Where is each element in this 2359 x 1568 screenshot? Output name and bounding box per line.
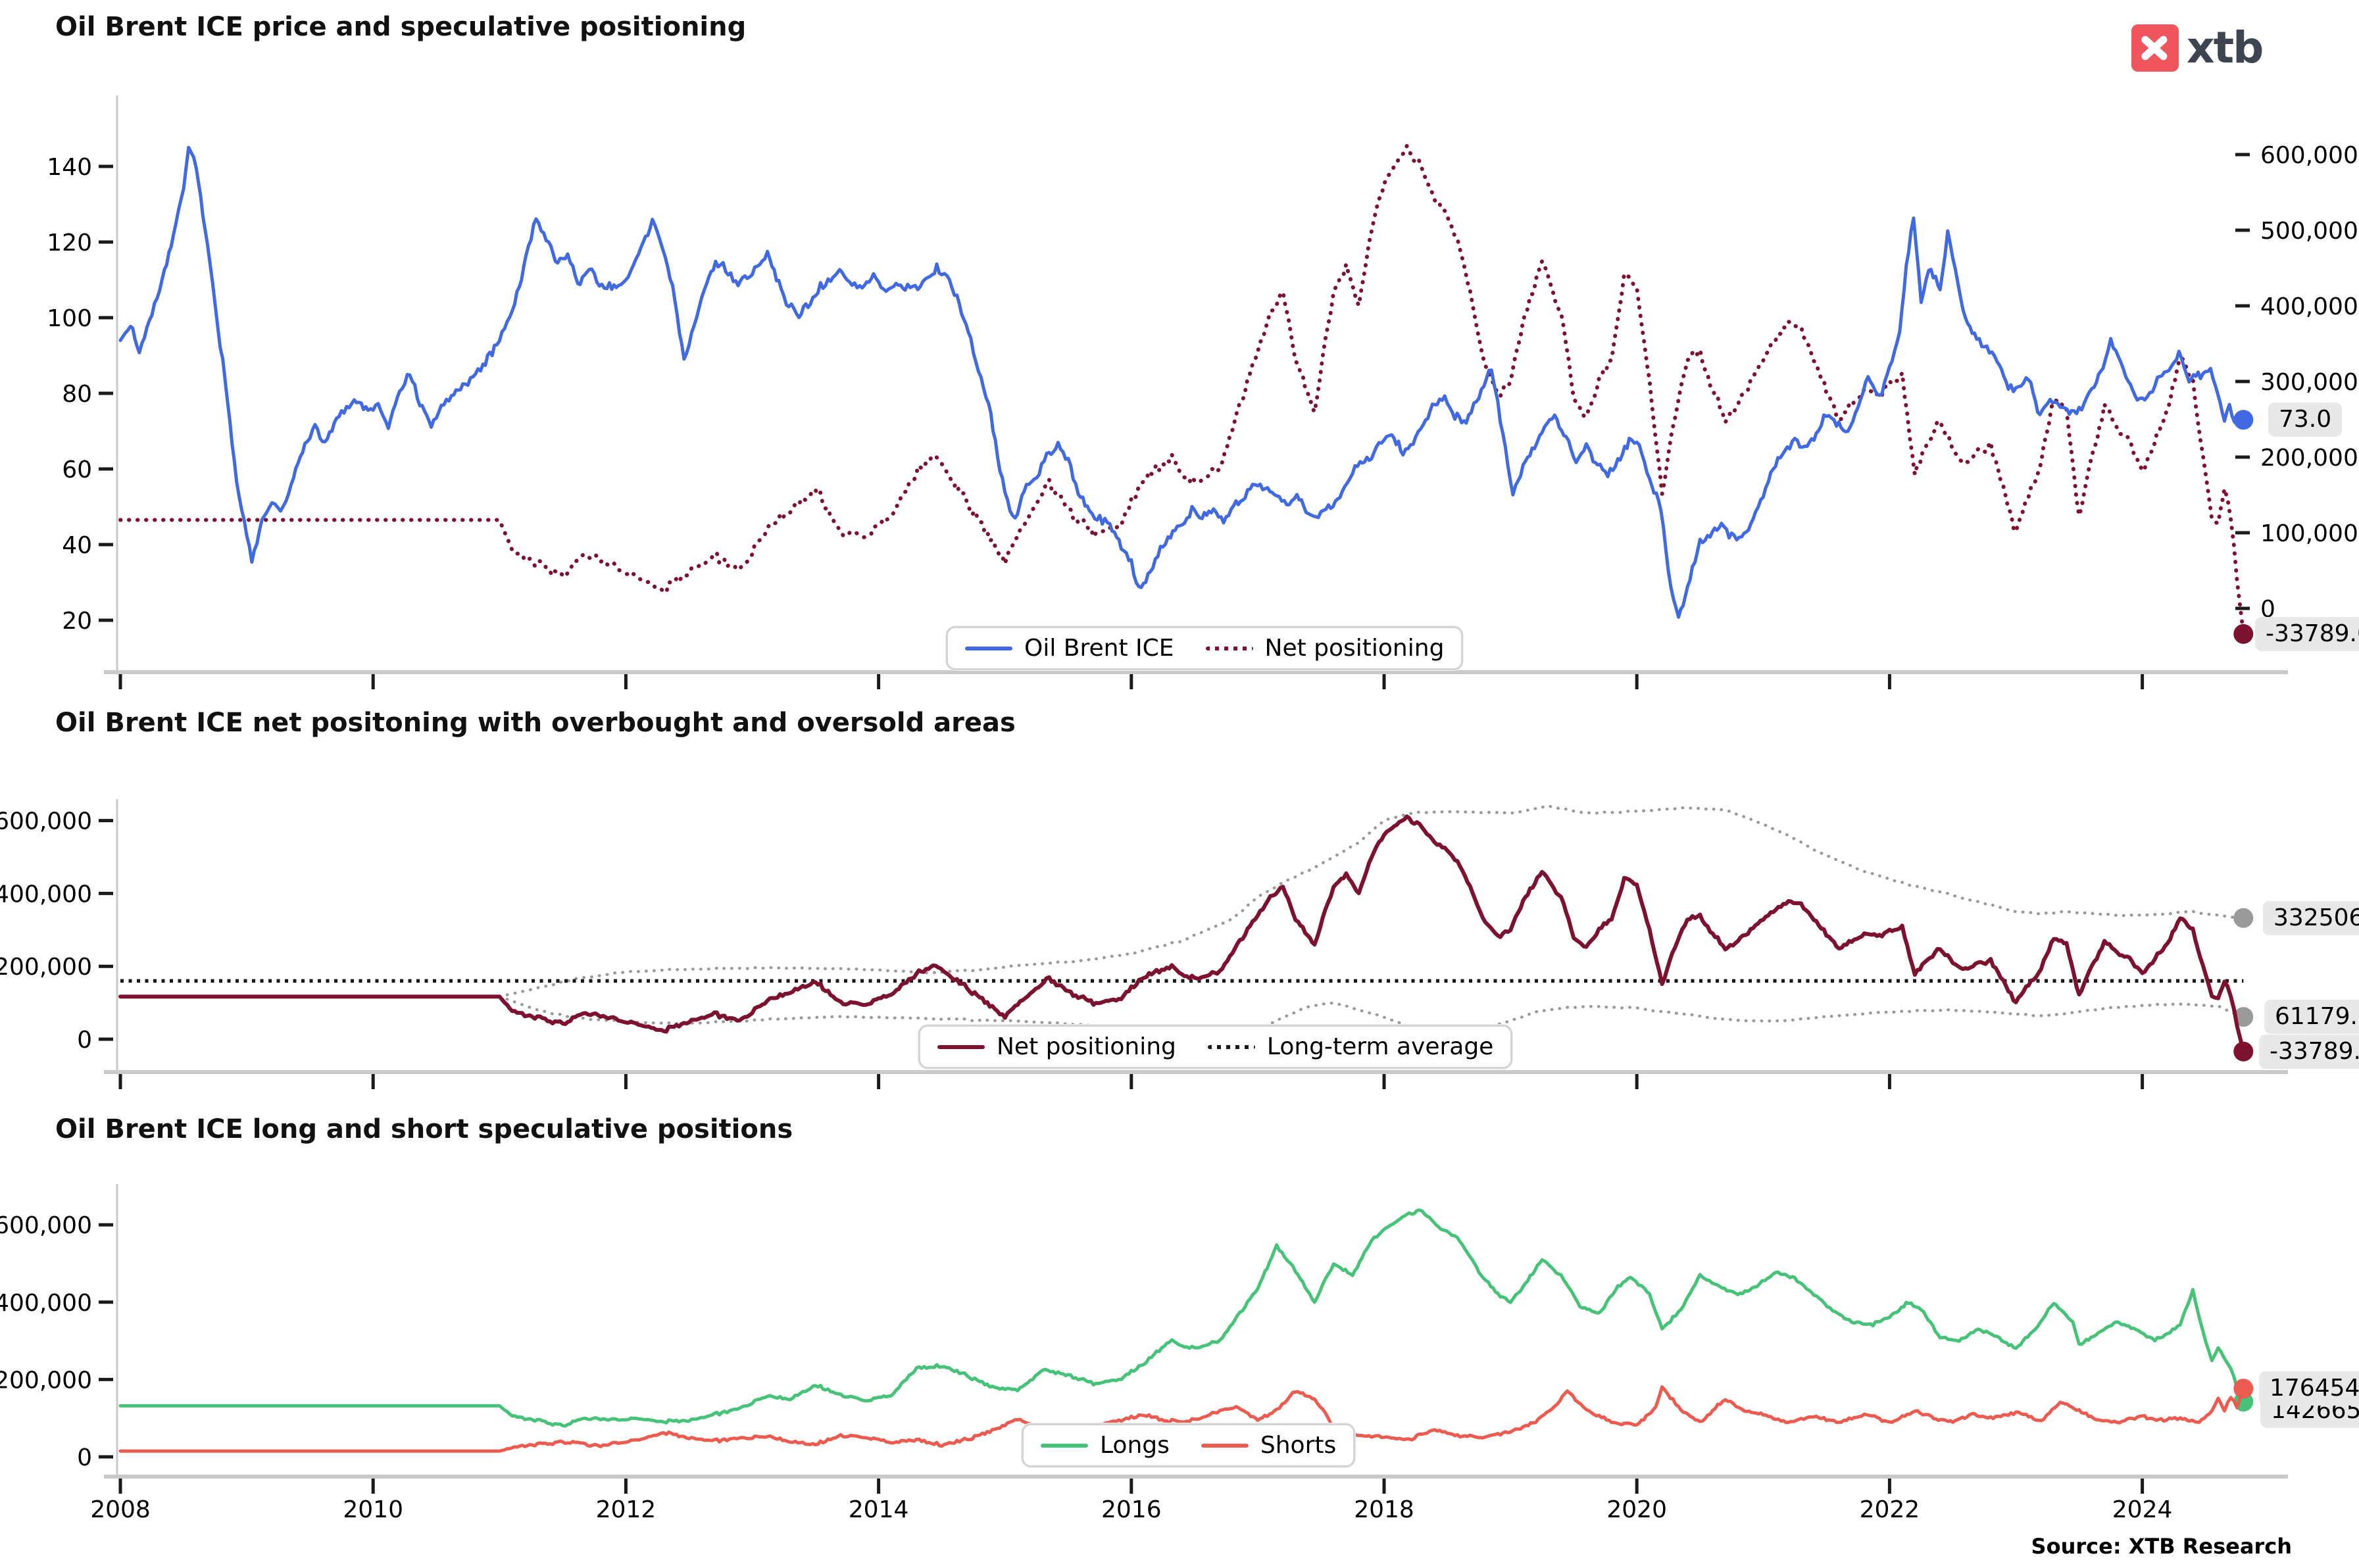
legend-label: Longs	[1100, 1432, 1170, 1459]
x-tick-label: 2010	[343, 1496, 403, 1523]
series-line-net-positioning	[118, 143, 2246, 636]
series-end-dot-net-positioning	[2233, 624, 2254, 644]
xtb-logo: xtb	[2131, 22, 2264, 73]
x-tick-label: 2024	[2112, 1496, 2173, 1523]
legend-item-shorts: Shorts	[1201, 1432, 1336, 1459]
series-line-overbought-band	[498, 804, 2245, 998]
y-tick-label: 120	[47, 230, 92, 257]
end-value-label-shorts: 176454.0	[2259, 1371, 2359, 1406]
y-tick-label: 200,000	[0, 954, 92, 981]
legend-label: Net positioning	[997, 1033, 1176, 1060]
series-line-oil-brent-ice	[118, 145, 2245, 619]
series-end-dot-oil-brent-ice	[2233, 410, 2254, 430]
y-tick-label-right: 100,000	[2260, 520, 2358, 547]
y-tick-label-right: 500,000	[2260, 218, 2358, 245]
line-sample-icon	[1201, 1443, 1249, 1448]
x-arrow-icon	[2141, 36, 2168, 60]
chart2-legend: Net positioning Long-term average	[918, 1025, 1513, 1069]
line-sample-icon	[965, 646, 1012, 650]
y-tick-label: 80	[62, 381, 92, 408]
series-end-dot-shorts	[2233, 1379, 2254, 1399]
legend-item-net-positioning: Net positioning	[1205, 635, 1445, 662]
series-line-shorts	[118, 1385, 2245, 1453]
y-tick-label: 40	[62, 532, 92, 559]
chart3-title: Oil Brent ICE long and short speculative…	[55, 1114, 793, 1144]
series-line-net-positioning	[118, 814, 2246, 1054]
dotted-line-sample-icon	[1207, 1044, 1255, 1049]
chart1-legend: Oil Brent ICE Net positioning	[946, 626, 1464, 670]
y-tick-label: 200,000	[0, 1367, 92, 1394]
xtb-logo-text: xtb	[2187, 22, 2264, 73]
y-tick-label: 0	[77, 1027, 92, 1054]
x-tick-label: 2014	[849, 1496, 909, 1523]
legend-label: Net positioning	[1264, 635, 1445, 662]
series-line-longs	[118, 1208, 2245, 1428]
y-tick-label: 100	[47, 305, 92, 332]
chart2-title: Oil Brent ICE net positoning with overbo…	[55, 708, 1016, 738]
y-tick-label: 20	[62, 608, 92, 635]
y-tick-label: 400,000	[0, 881, 92, 908]
y-tick-label: 400,000	[0, 1290, 92, 1317]
y-tick-label: 600,000	[0, 1212, 92, 1239]
x-tick-label: 2022	[1860, 1496, 1920, 1523]
xtb-logo-icon	[2131, 24, 2179, 72]
legend-label: Long-term average	[1266, 1033, 1494, 1060]
legend-item-oil-brent: Oil Brent ICE	[965, 635, 1174, 662]
end-value-label-net2: -33789.0	[2259, 1035, 2359, 1069]
legend-item-net-positioning: Net positioning	[937, 1033, 1176, 1060]
end-value-label-net: -33789.0	[2255, 617, 2359, 651]
x-tick-label: 2020	[1606, 1496, 1667, 1523]
y-tick-label-right: 300,000	[2260, 369, 2358, 396]
chart3-legend: Longs Shorts	[1022, 1423, 1356, 1467]
dotted-line-sample-icon	[1205, 646, 1253, 650]
x-tick-label: 2018	[1354, 1496, 1414, 1523]
y-tick-label-right: 400,000	[2260, 293, 2358, 320]
series-end-dot-net-positioning	[2233, 1041, 2254, 1062]
line-sample-icon	[1041, 1443, 1088, 1448]
legend-label: Oil Brent ICE	[1024, 635, 1174, 662]
series-end-dot-oversold-band	[2233, 1007, 2254, 1027]
legend-item-longs: Longs	[1041, 1432, 1170, 1459]
y-tick-label-right: 200,000	[2260, 445, 2358, 472]
x-tick-label: 2016	[1101, 1496, 1162, 1523]
y-tick-label: 600,000	[0, 808, 92, 835]
legend-label: Shorts	[1260, 1432, 1337, 1459]
line-sample-icon	[937, 1044, 985, 1049]
end-value-label-overbought: 332506.8	[2263, 901, 2359, 935]
end-value-label-oversold: 61179.6	[2264, 1000, 2359, 1034]
chart1-title: Oil Brent ICE price and speculative posi…	[55, 12, 747, 42]
y-tick-label-right: 0	[2260, 596, 2275, 623]
y-tick-label-right: 600,000	[2260, 142, 2358, 169]
y-tick-label: 60	[62, 456, 92, 483]
end-value-label-price: 73.0	[2268, 403, 2343, 437]
series-end-dot-overbought-band	[2233, 908, 2254, 928]
y-tick-label: 0	[77, 1444, 92, 1471]
x-tick-label: 2012	[596, 1496, 657, 1523]
legend-item-long-term-average: Long-term average	[1207, 1033, 1494, 1060]
y-tick-label: 140	[47, 154, 92, 181]
x-tick-label: 2008	[90, 1496, 151, 1523]
source-note: Source: XTB Research	[2031, 1534, 2292, 1559]
